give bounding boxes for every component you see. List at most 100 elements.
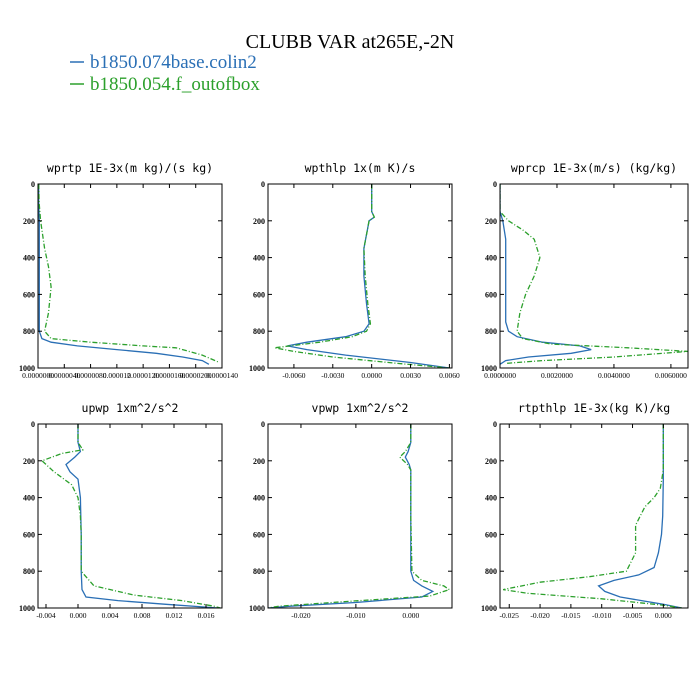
x-tick-label: 0.0000000 <box>484 371 516 380</box>
y-tick-label: 800 <box>23 567 35 576</box>
y-tick-label: 400 <box>485 254 497 263</box>
x-tick-label: 0.004 <box>102 611 119 620</box>
series-line-outofbox <box>500 184 688 365</box>
x-tick-label: 0.000012 <box>103 371 131 380</box>
panel-6: rtpthlp 1E-3x(kg K)/kg02004006008001000-… <box>481 401 689 620</box>
series-line-outofbox <box>40 424 221 608</box>
legend-label-outofbox: b1850.054.f_outofbox <box>90 74 260 95</box>
y-tick-label: 800 <box>253 567 265 576</box>
x-tick-label: 0.0000 <box>361 371 382 380</box>
panel-title: wprcp 1E-3x(m/s) (kg/kg) <box>511 161 677 175</box>
x-tick-label: 0.0000040 <box>48 371 80 380</box>
x-tick-label: 0.0040000 <box>598 371 630 380</box>
y-tick-label: 200 <box>253 457 265 466</box>
y-tick-label: 400 <box>253 494 265 503</box>
y-tick-label: 200 <box>485 217 497 226</box>
y-tick-label: 1000 <box>19 604 35 613</box>
panels: wprtp 1E-3x(m kg)/(s kg) 0 200 400 600 800 100… <box>19 161 689 620</box>
plot-frame <box>499 423 689 609</box>
plot-frame <box>267 423 453 609</box>
x-tick-label: -0.015 <box>561 611 581 620</box>
x-tick-label: -0.020 <box>291 611 311 620</box>
x-tick-label: -0.010 <box>346 611 366 620</box>
y-tick-label: 1000 <box>19 364 35 373</box>
x-tick-label: -0.005 <box>623 611 643 620</box>
x-tick-label: 0.0000140 <box>206 371 238 380</box>
y-tick-label: 400 <box>23 494 35 503</box>
panel-4: upwp 1xm^2/s^2 0 200 400 600 800 1000-0.004 0.0… <box>19 401 223 620</box>
y-tick-label: 600 <box>253 530 265 539</box>
y-tick-label: 200 <box>23 217 35 226</box>
x-tick-label: 0.000 <box>655 611 672 620</box>
y-tick-label: 200 <box>485 457 497 466</box>
series-line-base <box>38 184 210 365</box>
legend: b1850.074base.colin2 b1850.054.f_outofbo… <box>70 52 260 95</box>
x-tick-label: 0.000 <box>70 611 87 620</box>
y-tick-label: 800 <box>253 327 265 336</box>
x-tick-label: 0.008 <box>134 611 151 620</box>
series-line-outofbox <box>268 424 451 608</box>
y-tick-label: 400 <box>485 494 497 503</box>
series-line-base <box>287 184 450 368</box>
x-tick-label: -0.025 <box>500 611 520 620</box>
y-tick-label: 400 <box>253 254 265 263</box>
y-tick-label: 600 <box>485 290 497 299</box>
x-tick-label: 0.0030 <box>400 371 421 380</box>
plot-frame <box>267 183 453 369</box>
figure-title: CLUBB VAR at265E,-2N <box>246 31 455 53</box>
y-tick-label: 0 <box>31 420 35 429</box>
y-tick-label: 1000 <box>481 604 497 613</box>
y-tick-label: 600 <box>485 530 497 539</box>
y-tick-label: 1000 <box>481 364 497 373</box>
y-tick-label: 600 <box>253 290 265 299</box>
x-tick-label: 0.0000000 <box>22 371 54 380</box>
x-tick-label: 0.0060 <box>439 371 460 380</box>
panel-title: wpthlp 1x(m K)/s <box>305 161 416 175</box>
x-tick-label: 0.0060000 <box>655 371 687 380</box>
x-tick-label: -0.020 <box>530 611 550 620</box>
x-tick-label: -0.0060 <box>282 371 305 380</box>
panel-title: wprtp 1E-3x(m kg)/(s kg) <box>47 161 213 175</box>
x-tick-label: -0.004 <box>36 611 56 620</box>
y-tick-label: 600 <box>23 530 35 539</box>
panel-title: upwp 1xm^2/s^2 <box>82 401 179 415</box>
legend-label-base: b1850.074base.colin2 <box>90 52 257 73</box>
series-line-outofbox <box>274 184 450 368</box>
x-tick-label: 0.000 <box>402 611 419 620</box>
x-tick-label: 0.012 <box>166 611 183 620</box>
y-tick-label: 0 <box>31 180 35 189</box>
x-tick-label: 0.0000200 <box>180 371 212 380</box>
y-tick-label: 0 <box>493 420 497 429</box>
series-line-base <box>597 424 682 608</box>
y-tick-label: 400 <box>23 254 35 263</box>
plot-frame <box>37 183 223 369</box>
y-tick-label: 200 <box>23 457 35 466</box>
x-tick-label: -0.010 <box>592 611 612 620</box>
y-tick-label: 600 <box>23 290 35 299</box>
series-line-base <box>500 184 592 365</box>
y-tick-label: 0 <box>261 420 265 429</box>
x-tick-label: 0.0020000 <box>541 371 573 380</box>
panel-title: rtpthlp 1E-3x(kg K)/kg <box>518 401 670 415</box>
panel-3: wprcp 1E-3x(m/s) (kg/kg) 0 200 400 600 800 100… <box>481 161 689 380</box>
y-tick-label: 0 <box>493 180 497 189</box>
y-tick-label: 1000 <box>249 604 265 613</box>
x-tick-label: -0.0030 <box>321 371 344 380</box>
series-line-outofbox <box>502 424 682 608</box>
x-tick-label: 0.0000160 <box>153 371 185 380</box>
plot-frame <box>37 423 223 609</box>
plot-frame <box>499 183 689 369</box>
y-tick-label: 800 <box>485 327 497 336</box>
panel-2: wpthlp 1x(m K)/s 0 200 400 600 800 1000 -0.0060… <box>249 161 460 380</box>
panel-1: wprtp 1E-3x(m kg)/(s kg) 0 200 400 600 800 100… <box>19 161 238 380</box>
series-line-outofbox <box>38 184 220 364</box>
panel-5: vpwp 1xm^2/s^2 0 200 400 600 800 1000 -0.020 -0.… <box>249 401 453 620</box>
x-tick-label: 0.016 <box>198 611 215 620</box>
y-tick-label: 800 <box>23 327 35 336</box>
y-tick-label: 1000 <box>249 364 265 373</box>
y-tick-label: 200 <box>253 217 265 226</box>
y-tick-label: 0 <box>261 180 265 189</box>
y-tick-label: 800 <box>485 567 497 576</box>
x-tick-label: 0.0000080 <box>75 371 107 380</box>
